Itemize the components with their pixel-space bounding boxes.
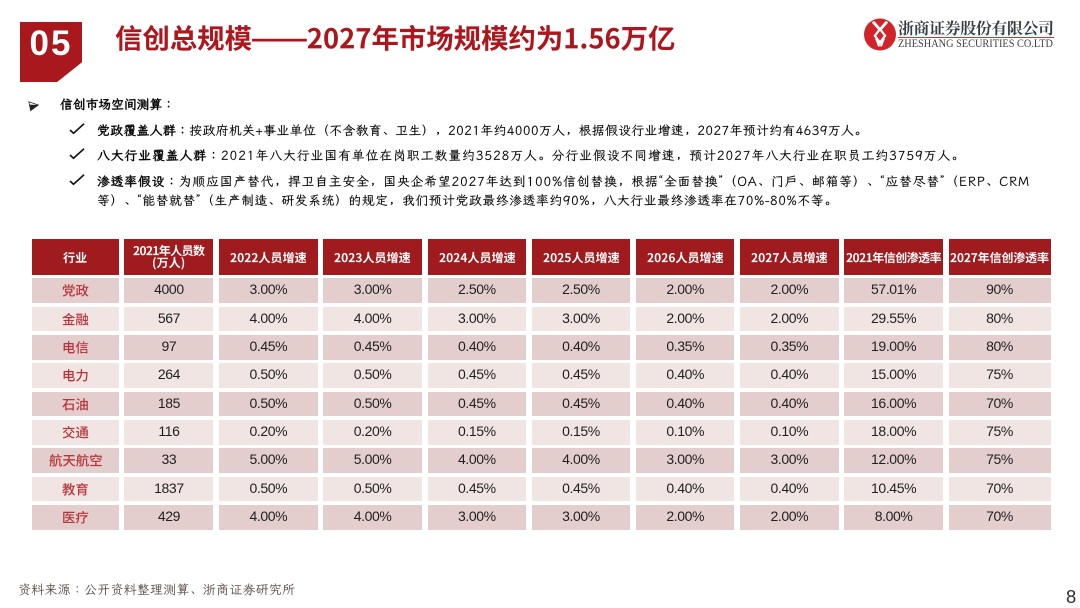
- svg-text:ZHESHANG SECURITIES CO.LTD: ZHESHANG SECURITIES CO.LTD: [898, 38, 1053, 50]
